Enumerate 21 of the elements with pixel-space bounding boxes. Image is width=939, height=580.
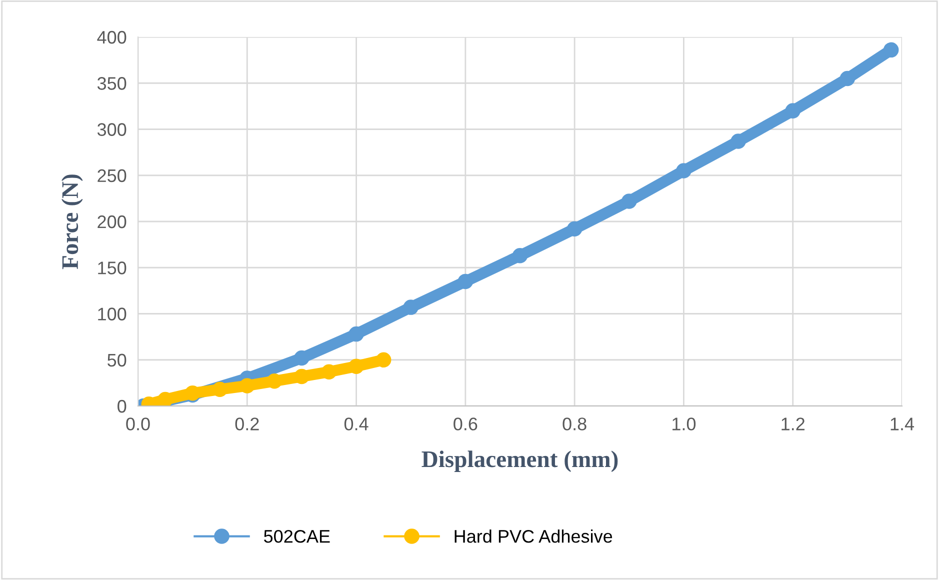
legend-label: Hard PVC Adhesive: [454, 530, 612, 543]
x-tick-label: 1.4: [890, 418, 914, 430]
x-tick-label: 0.8: [562, 418, 586, 430]
y-tick-label: 300: [97, 123, 126, 136]
y-tick-label: 150: [98, 262, 126, 274]
y-tick-label: 250: [98, 169, 126, 182]
x-tick-label: 1.2: [782, 418, 804, 430]
x-tick-label: 0.4: [344, 418, 368, 430]
y-axis-title: Force (N): [61, 174, 83, 270]
y-tick-label: 50: [108, 354, 126, 367]
x-tick-label: 0.2: [235, 418, 259, 430]
x-tick-label: 0.0: [126, 418, 150, 430]
y-tick-label: 350: [97, 77, 126, 90]
y-tick-label: 200: [98, 215, 126, 228]
y-tick-label: 100: [98, 308, 126, 320]
legend-label: 502CAE: [264, 530, 330, 543]
x-tick-label: 1.0: [672, 418, 696, 430]
x-axis-title: Displacement (mm): [422, 450, 618, 472]
y-tick-label: 400: [97, 30, 126, 44]
x-tick-label: 0.6: [454, 418, 478, 430]
y-tick-label: 0: [118, 400, 126, 413]
